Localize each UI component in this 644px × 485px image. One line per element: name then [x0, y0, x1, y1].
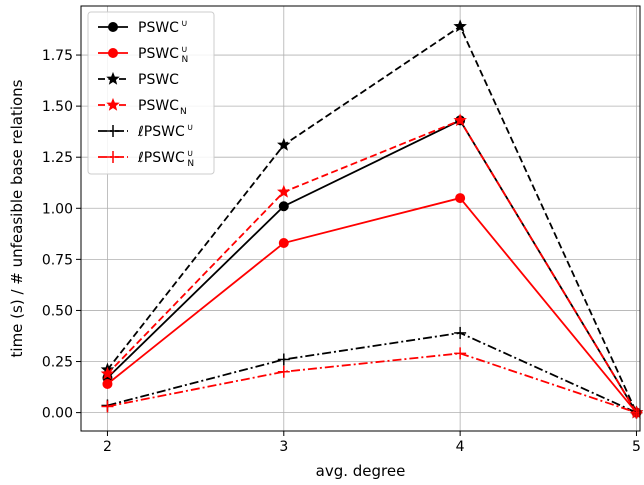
legend-label: PSWCN: [138, 98, 187, 117]
y-tick-label: 0.25: [42, 355, 73, 371]
legend-entry: PSWC ∪: [98, 19, 188, 36]
data-point: [277, 353, 290, 366]
legend-entry: ℓPSWC ∪: [98, 123, 193, 140]
data-point: [100, 366, 115, 380]
x-tick-label: 4: [456, 439, 465, 455]
legend-entry: PSWC: [98, 71, 179, 88]
y-tick-label: 0.00: [42, 406, 73, 422]
data-point: [277, 365, 290, 378]
legend-label: PSWC ∪ N: [138, 45, 188, 65]
series-line: [106, 119, 638, 414]
y-tick-label: 1.00: [42, 201, 73, 217]
series-layer: [100, 19, 644, 419]
data-point: [453, 19, 467, 33]
series-line: [106, 197, 638, 414]
legend-label: PSWC: [138, 72, 179, 88]
series-4: [101, 326, 643, 419]
series-line: [107, 352, 637, 414]
legend-marker: [108, 22, 118, 32]
legend-label: PSWC ∪: [138, 19, 188, 36]
y-tick-label: 0.50: [42, 303, 73, 319]
legend-marker: [106, 71, 120, 85]
y-tick-label: 0.75: [42, 252, 73, 268]
data-point: [454, 347, 467, 360]
legend-entry: PSWC ∪ N: [98, 45, 188, 65]
series-line: [107, 331, 637, 414]
legend-marker: [107, 151, 119, 163]
legend-marker: [108, 48, 118, 58]
data-point: [455, 193, 466, 204]
data-point: [101, 400, 114, 413]
legend-label: ℓPSWC ∪: [137, 123, 193, 140]
axis-ticks: 2 3 4 5 0.00 0.25 0.50 0.75 1.00 1.25 1.50 1.75: [42, 48, 641, 455]
plot-frame: [80, 5, 641, 432]
y-tick-label: 1.25: [42, 150, 73, 166]
y-axis-label: time (s) / # unfeasible base relations: [8, 79, 26, 357]
data-point: [278, 238, 289, 249]
data-point: [277, 137, 291, 151]
x-tick-label: 2: [103, 439, 112, 455]
series-5: [101, 347, 643, 419]
x-tick-label: 5: [632, 439, 641, 455]
x-axis-label: avg. degree: [316, 462, 406, 480]
data-point: [453, 113, 467, 127]
legend-marker: [106, 97, 120, 111]
y-tick-label: 1.75: [42, 48, 73, 64]
data-point: [278, 201, 289, 212]
legend-marker: [107, 125, 119, 137]
data-point: [454, 326, 467, 339]
legend-label: ℓPSWC ∪ N: [137, 149, 194, 169]
legend-entry: PSWCN: [98, 97, 187, 117]
series-1: [102, 193, 642, 418]
y-tick-label: 1.50: [42, 99, 73, 115]
legend-entry: ℓPSWC ∪ N: [98, 149, 194, 169]
data-point: [102, 379, 113, 390]
x-tick-label: 3: [279, 439, 288, 455]
data-point: [277, 184, 291, 198]
series-line: [106, 25, 638, 413]
legend: PSWC ∪ PSWC ∪ N PSWC PSWCN ℓPSWC ∪ ℓPSWC ∪ N: [87, 11, 215, 175]
